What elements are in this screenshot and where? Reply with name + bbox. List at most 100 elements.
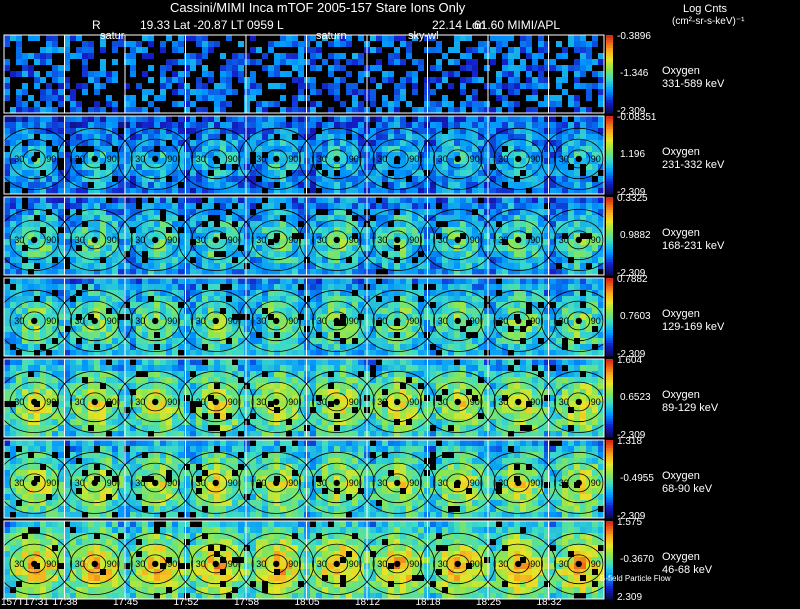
heatmap-cell	[172, 314, 178, 320]
heatmap-cell	[448, 53, 454, 59]
colorbar-segment	[606, 256, 613, 260]
heatmap-cell	[214, 278, 220, 284]
heatmap-cell	[208, 71, 214, 77]
heatmap-cell	[322, 269, 328, 275]
heatmap-cell	[538, 116, 544, 122]
heatmap-cell	[478, 197, 484, 203]
heatmap-cell	[40, 251, 46, 257]
heatmap-cell	[16, 122, 22, 128]
heatmap-cell	[580, 314, 586, 320]
heatmap-cell	[328, 47, 334, 53]
heatmap-cell	[166, 314, 172, 320]
heatmap-cell	[586, 239, 592, 245]
heatmap-cell	[298, 251, 304, 257]
heatmap-cell	[586, 302, 592, 308]
heatmap-cell	[286, 35, 292, 41]
heatmap-cell	[262, 221, 268, 227]
heatmap-cell	[28, 257, 34, 263]
heatmap-cell	[526, 41, 532, 47]
heatmap-cell	[184, 170, 190, 176]
heatmap-cell	[514, 203, 520, 209]
heatmap-cell	[208, 290, 214, 296]
heatmap-cell	[274, 284, 280, 290]
heatmap-cell	[508, 227, 514, 233]
heatmap-cell	[328, 209, 334, 215]
heatmap-cell	[340, 320, 346, 326]
heatmap-cell	[436, 134, 442, 140]
heatmap-cell	[124, 89, 130, 95]
bfield-contour	[359, 127, 436, 190]
heatmap-cell	[16, 182, 22, 188]
contour-label: 30	[377, 154, 387, 164]
heatmap-cell	[316, 101, 322, 107]
heatmap-cell	[136, 170, 142, 176]
heatmap-cell	[94, 152, 100, 158]
heatmap-cell	[592, 71, 598, 77]
heatmap-cell	[202, 95, 208, 101]
heatmap-cell	[112, 314, 118, 320]
heatmap-cell	[382, 35, 388, 41]
heatmap-cell	[160, 269, 166, 275]
heatmap-cell	[40, 302, 46, 308]
heatmap-cell	[430, 71, 436, 77]
heatmap-cell	[40, 188, 46, 194]
heatmap-cell	[544, 269, 550, 275]
heatmap-cell	[262, 326, 268, 332]
heatmap-cell	[64, 302, 70, 308]
heatmap-cell	[334, 215, 340, 221]
heatmap-cell	[340, 122, 346, 128]
heatmap-cell	[526, 182, 532, 188]
heatmap-cell	[244, 203, 250, 209]
heatmap-cell	[10, 296, 16, 302]
heatmap-cell	[460, 95, 466, 101]
heatmap-cell	[88, 302, 94, 308]
heatmap-cell	[514, 122, 520, 128]
heatmap-cell	[388, 170, 394, 176]
heatmap-cell	[430, 251, 436, 257]
heatmap-cell	[46, 203, 52, 209]
heatmap-cell	[490, 47, 496, 53]
heatmap-cell	[184, 233, 190, 239]
heatmap-cell	[568, 209, 574, 215]
heatmap-cell	[280, 290, 286, 296]
heatmap-cell	[52, 257, 58, 263]
heatmap-cell	[328, 134, 334, 140]
heatmap-cell	[148, 176, 154, 182]
heatmap-cell	[64, 101, 70, 107]
panel-border	[3, 34, 605, 114]
heatmap-cell	[244, 215, 250, 221]
heatmap-cell	[52, 65, 58, 71]
heatmap-cell	[256, 302, 262, 308]
heatmap-cell	[292, 263, 298, 269]
heatmap-cell	[148, 263, 154, 269]
heatmap-cell	[298, 197, 304, 203]
heatmap-cell	[172, 164, 178, 170]
heatmap-cell	[112, 146, 118, 152]
heatmap-cell	[436, 89, 442, 95]
heatmap-cell	[532, 128, 538, 134]
heatmap-cell	[46, 47, 52, 53]
heatmap-cell	[538, 278, 544, 284]
heatmap-cell	[382, 269, 388, 275]
heatmap-cell	[382, 290, 388, 296]
heatmap-cell	[370, 182, 376, 188]
heatmap-cell	[460, 320, 466, 326]
heatmap-cell	[154, 302, 160, 308]
heatmap-cell	[256, 221, 262, 227]
heatmap-cell	[124, 146, 130, 152]
heatmap-cell	[178, 302, 184, 308]
heatmap-cell	[256, 227, 262, 233]
bfield-contour	[70, 138, 120, 180]
heatmap-cell	[250, 326, 256, 332]
colorbar-segment	[606, 191, 613, 195]
heatmap-cell	[178, 95, 184, 101]
heatmap-cell	[220, 65, 226, 71]
heatmap-cell	[166, 41, 172, 47]
heatmap-cell	[220, 152, 226, 158]
heatmap-cell	[400, 263, 406, 269]
heatmap-cell	[352, 146, 358, 152]
heatmap-cell	[16, 221, 22, 227]
heatmap-cell	[52, 263, 58, 269]
colorbar-segment	[606, 186, 613, 190]
heatmap-cell	[544, 182, 550, 188]
